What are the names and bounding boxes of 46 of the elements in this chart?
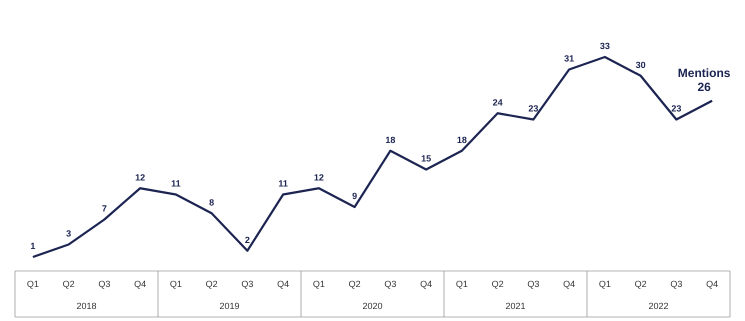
text: 2018 bbox=[76, 301, 97, 311]
x-tick-label: Q1 bbox=[312, 279, 325, 289]
x-tick-label: Q3 bbox=[670, 279, 682, 289]
data-label: 33 bbox=[600, 41, 610, 51]
text: 2022 bbox=[648, 301, 669, 311]
x-tick-label: Q2 bbox=[62, 279, 75, 289]
x-tick-label: Q4 bbox=[420, 279, 432, 289]
x-tick-label: Q1 bbox=[456, 279, 468, 289]
x-tick-label: Q4 bbox=[134, 279, 146, 289]
data-label: 24 bbox=[492, 97, 503, 108]
data-label: 3 bbox=[66, 228, 72, 238]
data-label: 15 bbox=[421, 154, 432, 164]
data-label: 8 bbox=[209, 197, 214, 208]
data-label: 23 bbox=[671, 104, 682, 114]
x-tick-label: Q3 bbox=[241, 279, 254, 289]
x-tick-label: Q4 bbox=[706, 279, 718, 289]
text: 2021 bbox=[505, 301, 526, 311]
x-tick-label: Q1 bbox=[598, 279, 611, 289]
data-label: 9 bbox=[352, 191, 358, 201]
data-label: 23 bbox=[528, 104, 538, 114]
x-tick-label: Q2 bbox=[492, 279, 504, 289]
data-label: 11 bbox=[278, 178, 288, 188]
data-label: 18 bbox=[385, 134, 396, 145]
x-tick-label: Q4 bbox=[563, 279, 576, 289]
text: 2020 bbox=[362, 301, 383, 311]
text: Mentions bbox=[678, 66, 731, 80]
x-tick-label: Q2 bbox=[348, 279, 361, 289]
data-label: 26 bbox=[697, 80, 712, 94]
data-label: 12 bbox=[314, 172, 324, 182]
data-label: 7 bbox=[102, 204, 107, 214]
data-label: 2 bbox=[244, 234, 250, 245]
x-tick-label: Q3 bbox=[98, 279, 110, 289]
data-label: 18 bbox=[456, 134, 467, 145]
data-label: 31 bbox=[564, 54, 574, 64]
data-label: 30 bbox=[636, 60, 646, 70]
x-tick-label: Q4 bbox=[277, 279, 290, 289]
data-label: 12 bbox=[135, 172, 146, 182]
x-tick-label: Q2 bbox=[634, 279, 647, 289]
data-label: 11 bbox=[171, 178, 181, 188]
x-tick-label: Q3 bbox=[384, 279, 396, 289]
data-label: 1 bbox=[30, 241, 36, 251]
text: 2019 bbox=[219, 301, 240, 311]
x-tick-label: Q2 bbox=[206, 279, 218, 289]
x-tick-label: Q1 bbox=[170, 279, 182, 289]
x-tick-label: Q1 bbox=[26, 279, 39, 289]
x-tick-label: Q3 bbox=[527, 279, 540, 289]
